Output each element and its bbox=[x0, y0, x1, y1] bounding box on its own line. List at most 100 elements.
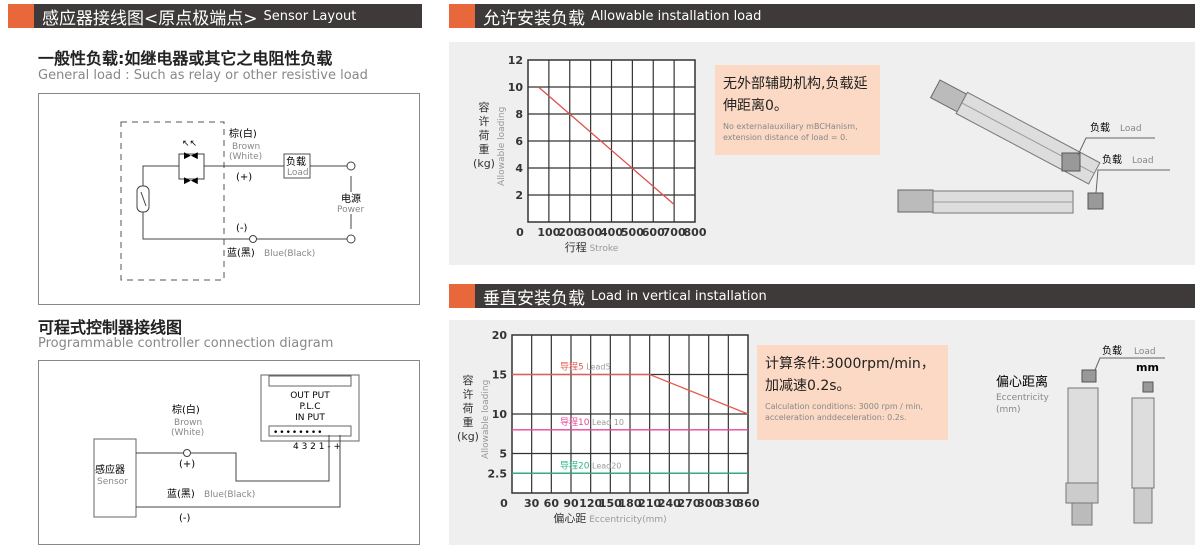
series-line bbox=[512, 373, 749, 415]
header-title-cn: 垂直安装负载 bbox=[483, 288, 585, 309]
load-en: Load bbox=[1132, 156, 1154, 166]
load-en: Load bbox=[1134, 347, 1156, 357]
brown-en: Brown bbox=[232, 142, 260, 152]
x-tick-label: 90 bbox=[563, 497, 579, 510]
plc-diagram: OUT PUT P.L.C IN PUT •••••••• 4 3 2 1 - … bbox=[38, 360, 420, 545]
load-cn: 负载 bbox=[1102, 153, 1122, 166]
y-axis-label-cn: 容 bbox=[463, 373, 474, 387]
x-tick-label: 240 bbox=[658, 497, 681, 510]
y-axis-label-en: Allowable loading bbox=[481, 380, 491, 459]
svg-text:↖↖: ↖↖ bbox=[182, 139, 197, 149]
brown-label: 棕(白) bbox=[172, 403, 200, 416]
x-tick-label: 360 bbox=[737, 497, 759, 510]
x-tick-label: 270 bbox=[678, 497, 701, 510]
vertical-load-note: 计算条件:3000rpm/min，加减速0.2s。 Calculation co… bbox=[757, 345, 948, 440]
note-cn: 无外部辅助机构,负载延伸距离0。 bbox=[723, 76, 868, 114]
plc-terminals: 4 3 2 1 - + bbox=[293, 442, 341, 452]
plc-label: P.L.C bbox=[299, 402, 320, 412]
general-wiring-svg: ▶◀ ▶◀ ↖↖ 棕(白) Brown (White) (+) (-) 负载 Lo… bbox=[120, 121, 365, 281]
x-tick-label: 100 bbox=[537, 226, 560, 239]
load-block bbox=[1061, 152, 1081, 172]
y-tick-label: 10 bbox=[492, 408, 508, 421]
y-axis-label-cn: 荷 bbox=[479, 129, 490, 142]
sensor-boundary bbox=[120, 121, 225, 281]
y-axis-label-cn: (kg) bbox=[473, 157, 495, 170]
y-axis-label-cn: 重 bbox=[479, 142, 490, 156]
header-accent bbox=[449, 284, 475, 308]
blue-en: Blue(Black) bbox=[204, 490, 255, 500]
power-cn: 电源 bbox=[341, 192, 361, 205]
load-en: Load bbox=[1120, 124, 1142, 134]
series-label-en: Lead 10 bbox=[589, 418, 623, 427]
plc-subtitle: Programmable controller connection diagr… bbox=[38, 336, 334, 351]
header-accent bbox=[8, 4, 34, 28]
x-tick-label: 210 bbox=[638, 497, 661, 510]
x-tick-label: 0 bbox=[500, 497, 508, 510]
eccentricity-cn: 偏心距离 bbox=[996, 374, 1048, 390]
y-tick-label: 10 bbox=[508, 81, 524, 94]
actuator-illustration: 负载 Load 负载 Load bbox=[897, 79, 1170, 214]
general-load-title: 一般性负载:如继电器或其它之电阻性负载 bbox=[38, 49, 333, 68]
load-block bbox=[1087, 192, 1104, 210]
minus-label: (-) bbox=[236, 223, 248, 234]
series-line bbox=[538, 86, 675, 205]
blue-en: Blue(Black) bbox=[264, 249, 315, 259]
x-tick-label: 330 bbox=[717, 497, 740, 510]
x-tick-label: 0 bbox=[516, 226, 524, 239]
white-en: (White) bbox=[171, 428, 204, 438]
x-tick-label: 200 bbox=[558, 226, 581, 239]
plc-title: 可程式控制器接线图 bbox=[38, 318, 183, 337]
x-tick-label: 800 bbox=[684, 226, 707, 239]
x-axis-label-en: Stroke bbox=[587, 244, 619, 254]
sensor-layout-header: 感应器接线图<原点极端点> Sensor Layout bbox=[8, 4, 422, 29]
brown-en: Brown bbox=[174, 418, 202, 428]
y-tick-label: 2.5 bbox=[488, 467, 508, 480]
load-cn: 负载 bbox=[286, 155, 306, 168]
svg-text:▶◀: ▶◀ bbox=[184, 151, 198, 161]
x-tick-label: 500 bbox=[621, 226, 644, 239]
x-tick-label: 150 bbox=[599, 497, 622, 510]
terminal-icon bbox=[346, 161, 356, 171]
x-axis-label: 偏心距 Eccentricity(mm) bbox=[553, 511, 666, 525]
y-axis-label-cn: 许 bbox=[479, 115, 490, 128]
sensor-cn: 感应器 bbox=[95, 463, 125, 476]
sensor-en: Sensor bbox=[97, 477, 128, 487]
svg-text:▶◀: ▶◀ bbox=[184, 176, 198, 186]
y-tick-label: 6 bbox=[515, 135, 523, 148]
load-en: Load bbox=[287, 168, 309, 178]
load-block bbox=[1142, 381, 1154, 393]
y-tick-label: 5 bbox=[499, 448, 507, 461]
general-load-diagram: ▶◀ ▶◀ ↖↖ 棕(白) Brown (White) (+) (-) 负载 Lo… bbox=[38, 93, 420, 305]
y-axis-label-cn: 许 bbox=[463, 388, 474, 401]
y-axis-label-cn: 容 bbox=[479, 100, 490, 114]
plc-wiring-svg: OUT PUT P.L.C IN PUT •••••••• 4 3 2 1 - … bbox=[93, 374, 360, 524]
note-cn: 计算条件:3000rpm/min，加减速0.2s。 bbox=[765, 356, 935, 394]
header-title-en: Sensor Layout bbox=[263, 8, 357, 24]
allowable-load-header: 允许安装负载 Allowable installation load bbox=[449, 4, 1195, 29]
header-title-cn: 感应器接线图<原点极端点> bbox=[42, 8, 258, 29]
y-axis-label-cn: (kg) bbox=[457, 430, 479, 443]
eccentricity-en: Eccentricity bbox=[996, 393, 1050, 403]
x-tick-label: 30 bbox=[524, 497, 540, 510]
x-tick-label: 700 bbox=[663, 226, 686, 239]
x-tick-label: 120 bbox=[579, 497, 602, 510]
y-tick-label: 8 bbox=[515, 108, 523, 121]
terminal-icon bbox=[346, 234, 356, 244]
x-tick-label: 600 bbox=[642, 226, 665, 239]
y-axis-label-cn: 荷 bbox=[463, 402, 474, 415]
x-axis-label-en: Eccentricity(mm) bbox=[586, 515, 666, 525]
y-tick-label: 12 bbox=[508, 54, 523, 67]
plc-input: IN PUT bbox=[295, 413, 325, 423]
y-axis-label-en: Allowable loading bbox=[497, 107, 507, 186]
y-tick-label: 15 bbox=[492, 369, 507, 382]
vertical-load-header: 垂直安装负载 Load in vertical installation bbox=[449, 284, 1195, 309]
sensor-box bbox=[93, 438, 137, 518]
series-label-en: Lead20 bbox=[589, 461, 621, 470]
allowable-load-note: 无外部辅助机构,负载延伸距离0。 No externalauxiliary mB… bbox=[715, 65, 880, 155]
header-title-en: Load in vertical installation bbox=[591, 288, 767, 304]
plus-label: (+) bbox=[236, 172, 252, 183]
x-axis-label: 行程 Stroke bbox=[565, 241, 619, 254]
blue-cn: 蓝(黑) bbox=[167, 488, 195, 500]
